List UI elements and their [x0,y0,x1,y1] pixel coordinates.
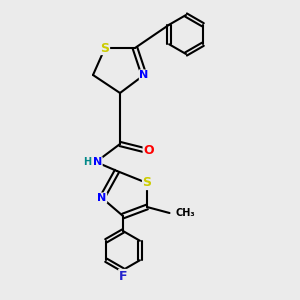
Text: S: S [100,41,109,55]
Text: CH₃: CH₃ [176,208,195,218]
Text: H: H [83,157,91,167]
Text: O: O [143,143,154,157]
Text: N: N [140,70,148,80]
Text: N: N [93,157,102,167]
Text: S: S [142,176,152,190]
Text: F: F [119,269,127,283]
Text: N: N [98,193,106,203]
